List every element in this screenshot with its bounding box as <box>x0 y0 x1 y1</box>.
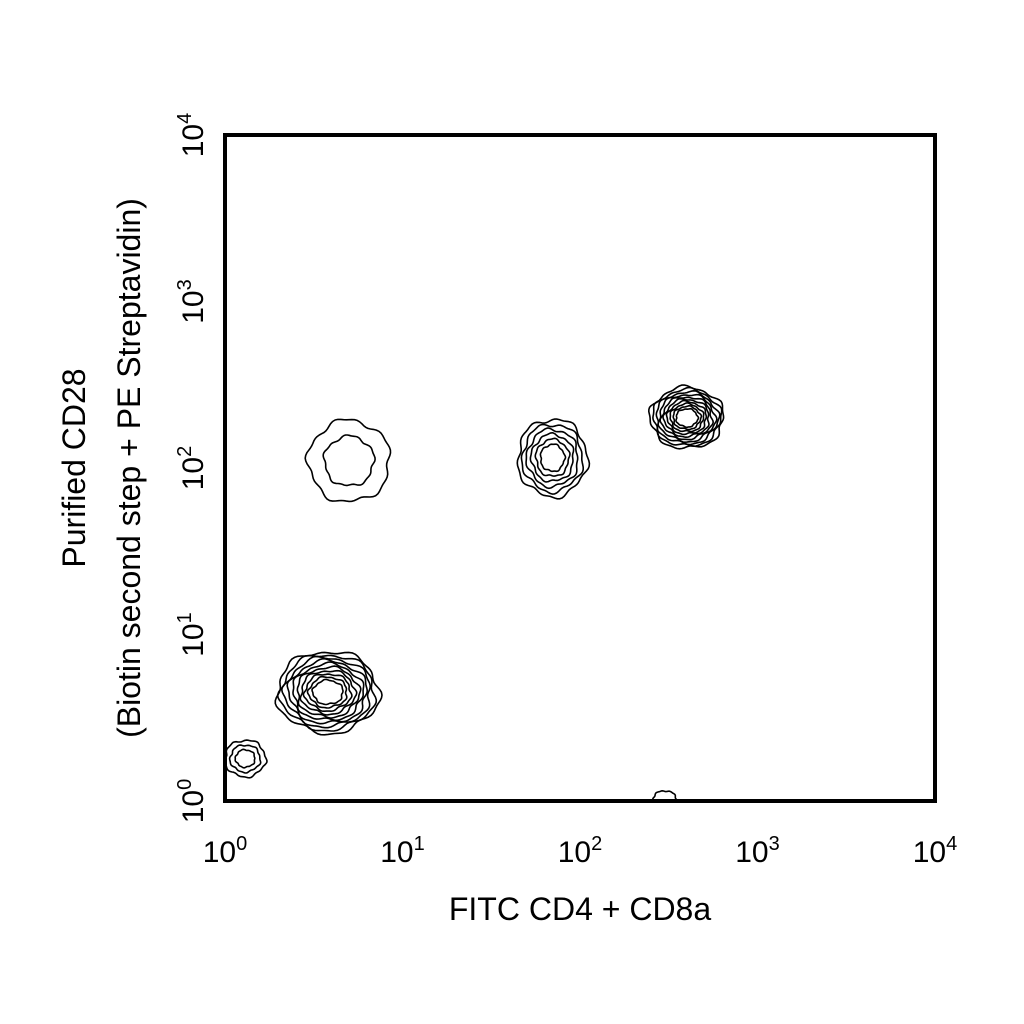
x-tick-label-1: 101 <box>380 833 425 869</box>
contour-0-4 <box>665 399 708 436</box>
contour-0-9 <box>652 386 723 447</box>
contour-1-1 <box>539 443 567 473</box>
x-tick-label-3: 103 <box>735 833 780 869</box>
x-tick-labels: 100 101 102 103 104 <box>203 833 958 869</box>
contour-1-6 <box>516 418 591 500</box>
contour-0-1 <box>675 407 700 429</box>
contour-3-7 <box>286 658 368 725</box>
y-tick-label-1: 101 <box>174 612 210 657</box>
x-axis-title: FITC CD4 + CD8a <box>449 891 711 927</box>
contour-1-2 <box>534 437 571 477</box>
x-tick-label-0: 100 <box>203 833 248 869</box>
contour-4-1 <box>234 748 256 769</box>
contour-3-1 <box>311 678 344 706</box>
y-tick-label-0: 100 <box>174 779 210 824</box>
contour-lines <box>225 384 725 801</box>
plot-frame <box>223 133 937 803</box>
contour-3-6 <box>292 661 365 722</box>
y-tick-label-3: 103 <box>174 279 210 324</box>
y-axis-title-line-1: Purified CD28 <box>56 368 92 567</box>
contour-1-5 <box>520 423 584 495</box>
contour-5-1 <box>651 790 678 801</box>
contour-1-3 <box>529 432 575 483</box>
contour-3-3 <box>302 673 353 712</box>
contour-2-1 <box>322 434 376 487</box>
y-tick-label-2: 102 <box>174 446 210 491</box>
contour-3-4 <box>299 669 358 716</box>
y-tick-label-4: 104 <box>174 113 210 158</box>
contour-0-8 <box>655 390 721 446</box>
contour-2-2 <box>304 418 392 503</box>
contour-0-2 <box>672 405 703 431</box>
contour-3-2 <box>306 675 348 709</box>
contour-3-5 <box>296 665 362 719</box>
contour-0-3 <box>669 402 705 433</box>
contour-3-10 <box>274 651 383 736</box>
contour-0-10 <box>648 384 725 450</box>
y-axis-title-line-2: (Biotin second step + PE Streptavidin) <box>111 198 147 738</box>
x-tick-label-2: 102 <box>558 833 603 869</box>
y-tick-labels: 100 101 102 103 104 <box>174 113 210 824</box>
contour-4-2 <box>228 744 262 774</box>
x-tick-label-4: 104 <box>913 833 958 869</box>
contour-1-4 <box>525 427 579 490</box>
contour-0-5 <box>662 397 710 438</box>
